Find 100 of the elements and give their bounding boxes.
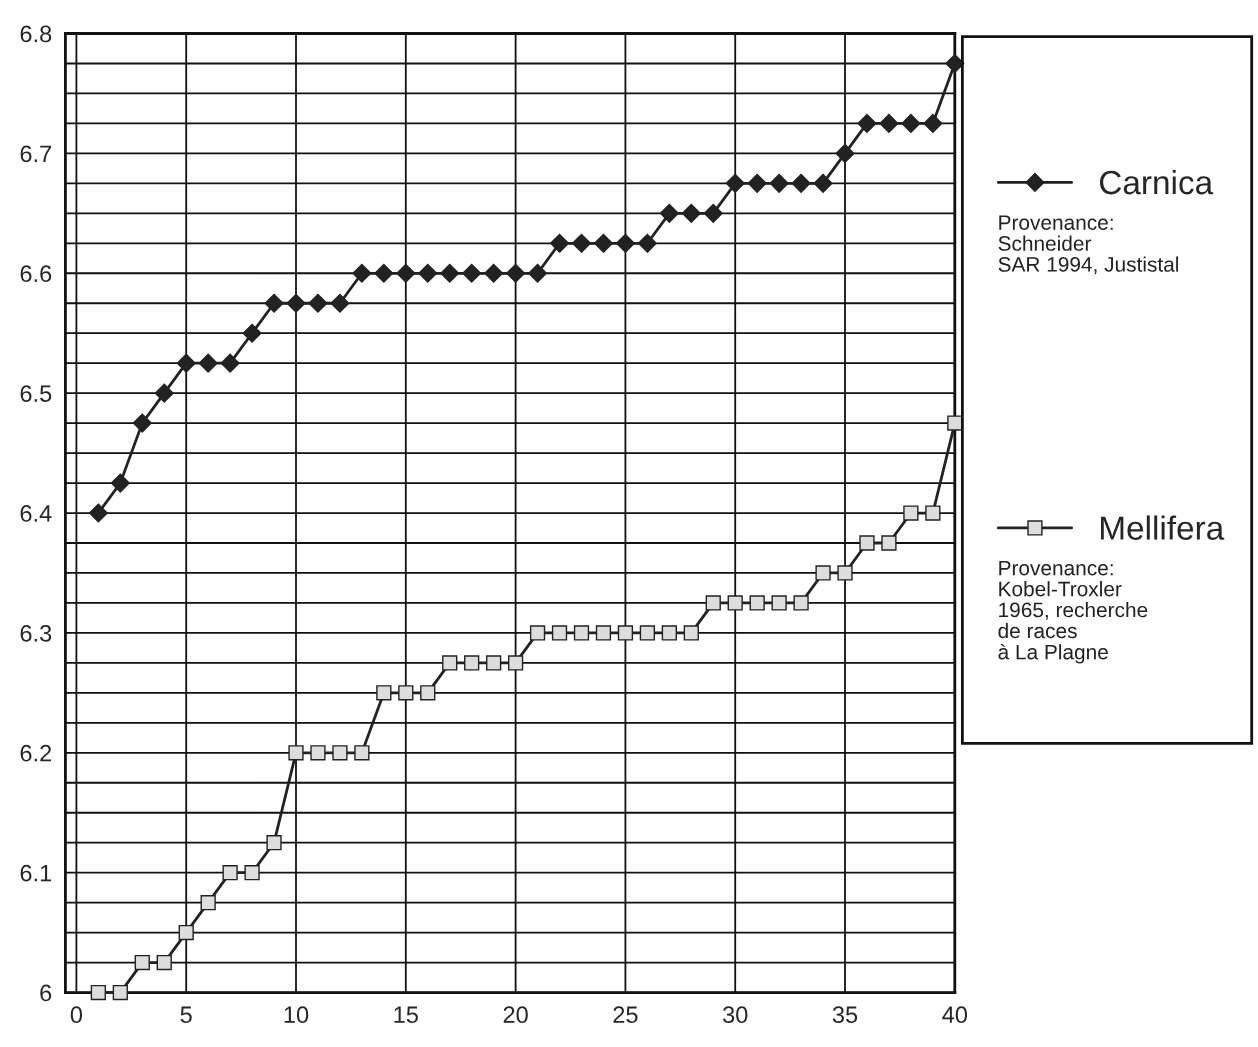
point [88,503,108,523]
point [308,293,328,313]
point [286,293,306,313]
text: Provenance: Schneider SAR 1994, Justistal [998,215,1178,275]
point [705,595,721,611]
point [813,173,833,193]
point [376,685,392,701]
point [310,745,326,761]
point [506,263,526,283]
y-tick-label: 6.1 [20,864,52,882]
point [442,655,458,671]
point [835,143,855,163]
point [464,655,480,671]
point [947,415,963,431]
point [639,625,656,641]
legend-label: Mellifera [1101,515,1225,540]
point [615,233,635,253]
point [857,113,877,133]
point [264,293,284,313]
point [198,353,218,373]
point [507,655,524,671]
point [220,353,240,373]
y-tick-label: 6 [40,984,52,1002]
point [703,203,723,223]
point [134,954,150,971]
point [727,595,743,611]
y-tick-label: 6.7 [20,145,52,163]
x-tick-label: 15 [394,1006,418,1024]
point [462,263,482,283]
point [330,293,350,313]
point [396,263,416,283]
point [354,745,370,761]
x-tick-label: 25 [613,1006,638,1024]
x-tick-label: 40 [942,1006,968,1024]
point [551,625,568,641]
point [244,865,260,881]
y-tick-label: 6.4 [20,505,52,522]
point [749,595,765,611]
x-tick-label: 5 [180,1006,192,1024]
point [859,535,875,551]
point [903,505,919,521]
point [879,113,899,133]
point [222,865,238,881]
point [112,984,128,1001]
point [156,954,172,971]
point [747,173,767,193]
point [837,565,853,581]
point [374,263,394,283]
point [661,625,677,641]
y-tick-label: 6.3 [20,624,52,642]
point [725,173,745,193]
text: Provenance: Kobel-Troxler 1965, recherche de races à La Plagne [998,560,1148,664]
y-tick-label: 6.5 [20,385,52,402]
x-tick-label: 20 [503,1006,528,1024]
point [573,625,590,641]
point [945,53,965,74]
point [178,924,194,941]
point [288,745,304,761]
point [154,383,174,403]
y-tick-label: 6.8 [20,25,52,43]
point [549,233,570,253]
point [881,535,897,551]
y-tick-label: 6.2 [20,744,52,762]
point [528,263,548,283]
point [769,173,789,193]
point [242,323,262,343]
point [200,895,216,911]
point [398,685,414,701]
point [683,625,699,641]
x-tick-label: 30 [722,1006,748,1024]
point [791,173,811,193]
point [617,625,634,641]
point [352,263,372,283]
point [571,233,592,253]
point [176,353,196,373]
legend-label: Carnica [1099,169,1214,195]
point [266,835,282,851]
x-tick-label: 35 [832,1006,858,1024]
x-tick-label: 10 [284,1006,309,1024]
point [529,625,546,641]
point [132,413,152,433]
point [901,113,921,133]
point [90,984,106,1001]
point [925,505,941,521]
point [110,473,130,493]
point [659,203,679,223]
point [486,655,502,671]
point [637,233,657,253]
point [771,595,787,611]
y-tick-label: 6.6 [20,265,52,283]
point [332,745,348,761]
point [595,625,612,641]
point [681,203,701,223]
point [420,685,436,701]
point [440,263,460,283]
point [815,565,831,581]
point [484,263,504,283]
point [593,233,613,253]
x-tick-label: 0 [70,1006,83,1024]
point [923,113,943,133]
